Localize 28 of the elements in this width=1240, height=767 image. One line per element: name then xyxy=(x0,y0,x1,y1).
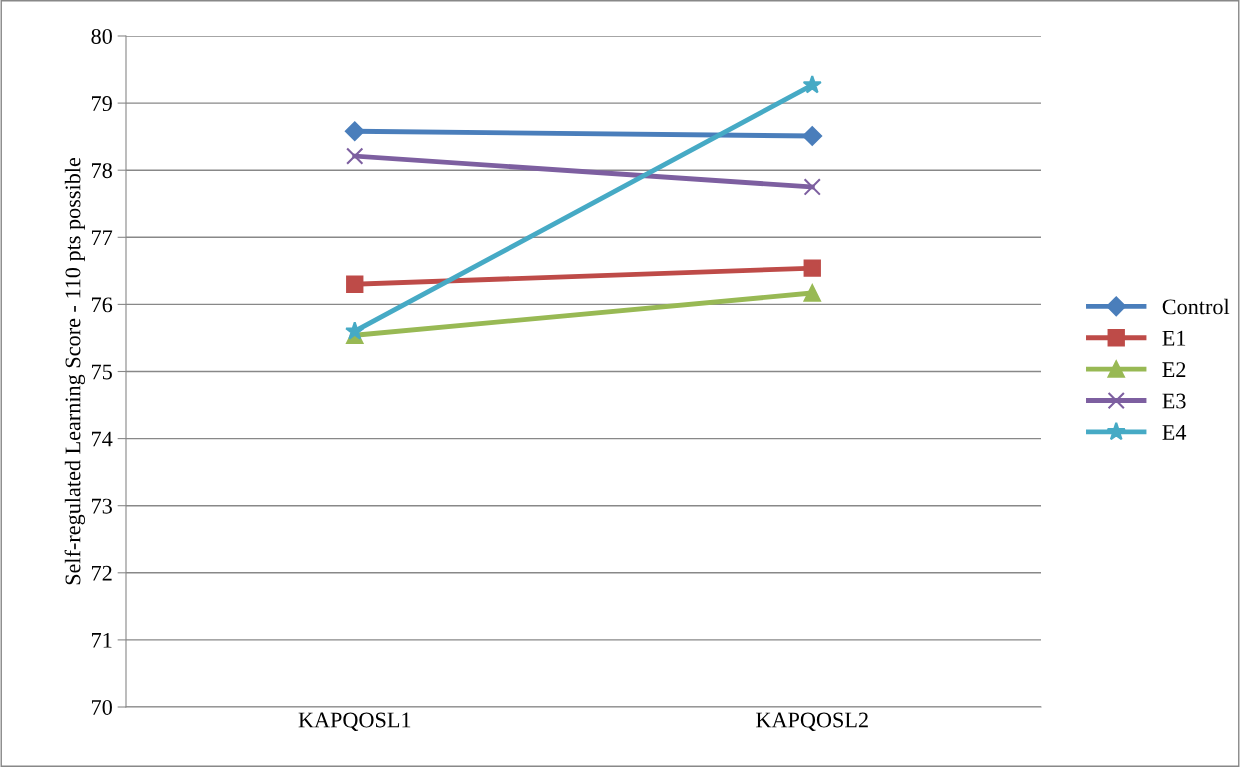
point xyxy=(802,74,822,94)
point xyxy=(803,259,821,277)
y-tick-label: 73 xyxy=(92,498,112,514)
legend-label: E3 xyxy=(1162,393,1186,409)
point xyxy=(803,178,821,196)
y-tick-label: 77 xyxy=(92,230,113,246)
y-tick-label: 76 xyxy=(92,297,113,313)
y-tick-label: 75 xyxy=(92,364,112,380)
y-tick-label: 78 xyxy=(92,163,112,179)
legend-label: E2 xyxy=(1162,362,1186,377)
y-tick-label: 72 xyxy=(92,565,112,581)
point xyxy=(802,126,823,146)
y-tick-label: 70 xyxy=(92,699,112,715)
point xyxy=(346,147,364,165)
point xyxy=(803,284,821,302)
point xyxy=(344,121,365,142)
y-tick-label: 74 xyxy=(92,431,113,447)
legend-label: E1 xyxy=(1162,330,1186,346)
legend-label: E4 xyxy=(1162,425,1187,440)
y-tick-label: 79 xyxy=(92,96,112,112)
point xyxy=(345,321,365,340)
y-tick-label: 71 xyxy=(92,632,112,648)
x-tick-label: KAPQOSL1 xyxy=(298,712,411,731)
point xyxy=(346,275,364,293)
y-axis-title: Self-regulated Learning Score - 110 pts possible xyxy=(64,157,86,585)
y-tick-label: 80 xyxy=(91,28,112,44)
legend-label: Control xyxy=(1162,298,1230,315)
x-tick-label: KAPQOSL2 xyxy=(756,712,868,731)
